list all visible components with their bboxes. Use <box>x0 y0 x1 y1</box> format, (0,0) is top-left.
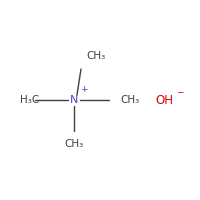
Text: H₃C: H₃C <box>20 95 39 105</box>
Text: CH₃: CH₃ <box>64 139 84 149</box>
Text: N: N <box>70 95 78 105</box>
Text: +: + <box>80 85 88 94</box>
Text: OH: OH <box>155 94 173 106</box>
Text: CH₃: CH₃ <box>86 51 105 61</box>
Text: −: − <box>176 87 183 96</box>
Text: CH₃: CH₃ <box>120 95 139 105</box>
